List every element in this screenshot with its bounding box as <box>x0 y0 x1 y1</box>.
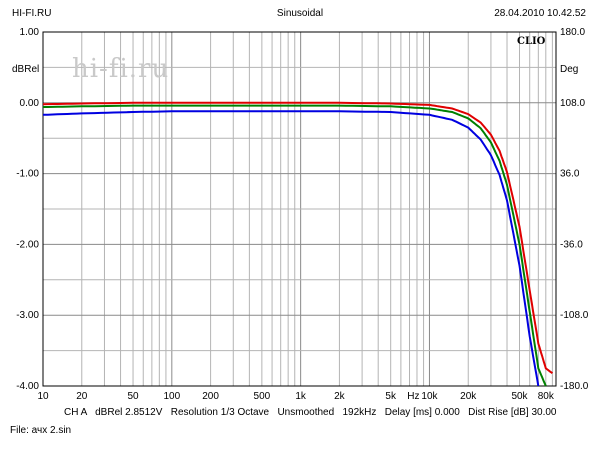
x-tick-label: 200 <box>202 391 219 402</box>
x-tick-label: 50 <box>127 391 139 402</box>
y2-tick-label: 108.0 <box>560 98 585 109</box>
x-tick-label: 80k <box>538 391 555 402</box>
x-tick-label: Hz <box>407 391 419 402</box>
response-curve-3 <box>43 110 540 386</box>
watermark-logo: hi-fi.ru <box>72 54 170 84</box>
x-tick-label: 1k <box>295 391 307 402</box>
response-curve-1 <box>43 101 554 375</box>
clio-brand-label: CLIO <box>517 36 546 47</box>
y-tick-label: -2.00 <box>16 239 39 250</box>
y-tick-label: -4.00 <box>16 381 39 392</box>
x-tick-label: 10 <box>37 391 49 402</box>
plot-frame <box>42 31 557 387</box>
header-left-label: HI-FI.RU <box>12 8 52 19</box>
chart-tick-labels: 1.00 0.00 -1.00 -2.00 -3.00 -4.00 180.0 108.0 36… <box>16 27 589 402</box>
x-tick-label: 500 <box>254 391 271 402</box>
y2-tick-label: 36.0 <box>560 169 580 180</box>
x-tick-label: 5k <box>385 391 397 402</box>
y-tick-label: 1.00 <box>20 27 40 38</box>
x-tick-label: 100 <box>163 391 180 402</box>
file-name: File: ачх 2.sin <box>10 425 72 436</box>
measurement-info: CH A dBRel 2.8512V Resolution 1/3 Octave… <box>64 407 557 418</box>
x-tick-label: 2k <box>334 391 346 402</box>
y2-tick-label: -108.0 <box>560 310 589 321</box>
x-tick-label: 20k <box>460 391 477 402</box>
chart-grid <box>42 31 557 387</box>
y2-tick-label: -36.0 <box>560 239 583 250</box>
y2-tick-label: -180.0 <box>560 381 589 392</box>
x-tick-label: 50k <box>511 391 528 402</box>
timestamp: 28.04.2010 10.42.52 <box>494 8 586 19</box>
x-tick-label: 10k <box>421 391 438 402</box>
x-tick-label: 20 <box>76 391 88 402</box>
y-tick-label: -3.00 <box>16 310 39 321</box>
response-curve-2 <box>43 104 547 386</box>
chart-plot-area <box>43 101 554 386</box>
chart-title: Sinusoidal <box>276 8 324 19</box>
y-axis-unit-left: dBRel <box>12 64 40 75</box>
y-tick-label: -1.00 <box>16 169 39 180</box>
y-tick-label: 0.00 <box>20 98 40 109</box>
y-axis-unit-right: Deg <box>560 64 579 75</box>
y2-tick-label: 180.0 <box>560 27 585 38</box>
